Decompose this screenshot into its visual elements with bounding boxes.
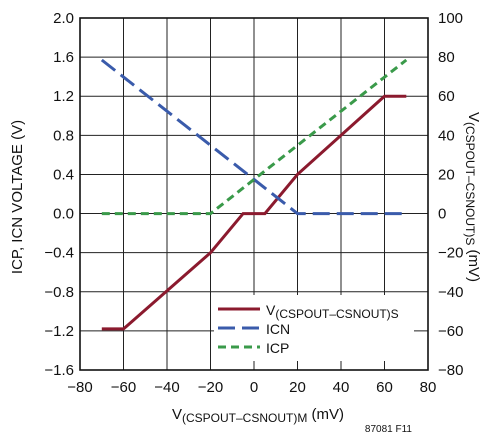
plot-frame xyxy=(79,17,429,371)
y-axis-right-label: V(CSPOUT–CSNOUT)S (mV) xyxy=(463,112,482,282)
y-left-tick-label: 1.2 xyxy=(53,88,74,105)
y-left-tick-label: −1.6 xyxy=(44,362,74,379)
y-right-tick-label: −20 xyxy=(438,245,463,262)
y-left-tick-label: 0.8 xyxy=(53,127,74,144)
x-tick-label: 60 xyxy=(376,379,393,396)
y-right-tick-label: −40 xyxy=(438,284,463,301)
series-line-vs xyxy=(101,94,407,331)
y-right-tick-labels: 100 80 60 40 20 0 −20 −40 −60 −80 xyxy=(438,10,463,379)
x-tick-label: −60 xyxy=(111,379,136,396)
series-line-icp xyxy=(101,58,408,216)
y-right-tick-label: 40 xyxy=(438,127,455,144)
y-right-tick-label: 0 xyxy=(438,206,446,223)
y-axis-left-label: ICP, ICN VOLTAGE (V) xyxy=(9,120,26,274)
y-right-tick-label: −80 xyxy=(438,362,463,379)
legend-label-icp: ICP xyxy=(266,340,289,356)
figure-id: 87081 F11 xyxy=(365,424,413,435)
plot-series xyxy=(100,58,408,331)
series-line-icn xyxy=(100,58,407,216)
legend: V(CSPOUT–CSNOUT)S ICN ICP xyxy=(214,295,414,361)
y-left-tick-label: −0.4 xyxy=(44,245,74,262)
x-tick-labels: −80 −60 −40 −20 0 20 40 60 80 xyxy=(67,379,436,396)
y-right-tick-label: 100 xyxy=(438,10,463,27)
y-left-tick-label: −1.2 xyxy=(44,323,74,340)
y-right-tick-label: 60 xyxy=(438,88,455,105)
x-tick-label: −20 xyxy=(198,379,223,396)
y-left-tick-label: 2.0 xyxy=(53,10,74,27)
y-right-tick-label: 20 xyxy=(438,166,455,183)
x-tick-label: 20 xyxy=(289,379,306,396)
grid xyxy=(80,18,428,370)
legend-label-icn: ICN xyxy=(266,321,290,337)
y-right-tick-label: −60 xyxy=(438,323,463,340)
x-tick-label: 40 xyxy=(333,379,350,396)
y-left-tick-label: 0.4 xyxy=(53,166,74,183)
y-right-tick-label: 80 xyxy=(438,49,455,66)
x-tick-label: 0 xyxy=(250,379,258,396)
legend-label-vs: V(CSPOUT–CSNOUT)S xyxy=(266,302,399,321)
x-tick-label: 80 xyxy=(420,379,437,396)
y-left-tick-label: 1.6 xyxy=(53,49,74,66)
x-tick-label: −80 xyxy=(67,379,92,396)
y-left-tick-label: −0.8 xyxy=(44,284,74,301)
x-tick-label: −40 xyxy=(154,379,179,396)
y-left-tick-labels: 2.0 1.6 1.2 0.8 0.4 0.0 −0.4 −0.8 −1.2 −1.6 xyxy=(44,10,74,379)
x-axis-label: V(CSPOUT–CSNOUT)M (mV) xyxy=(172,406,344,425)
y-left-tick-label: 0.0 xyxy=(53,206,74,223)
